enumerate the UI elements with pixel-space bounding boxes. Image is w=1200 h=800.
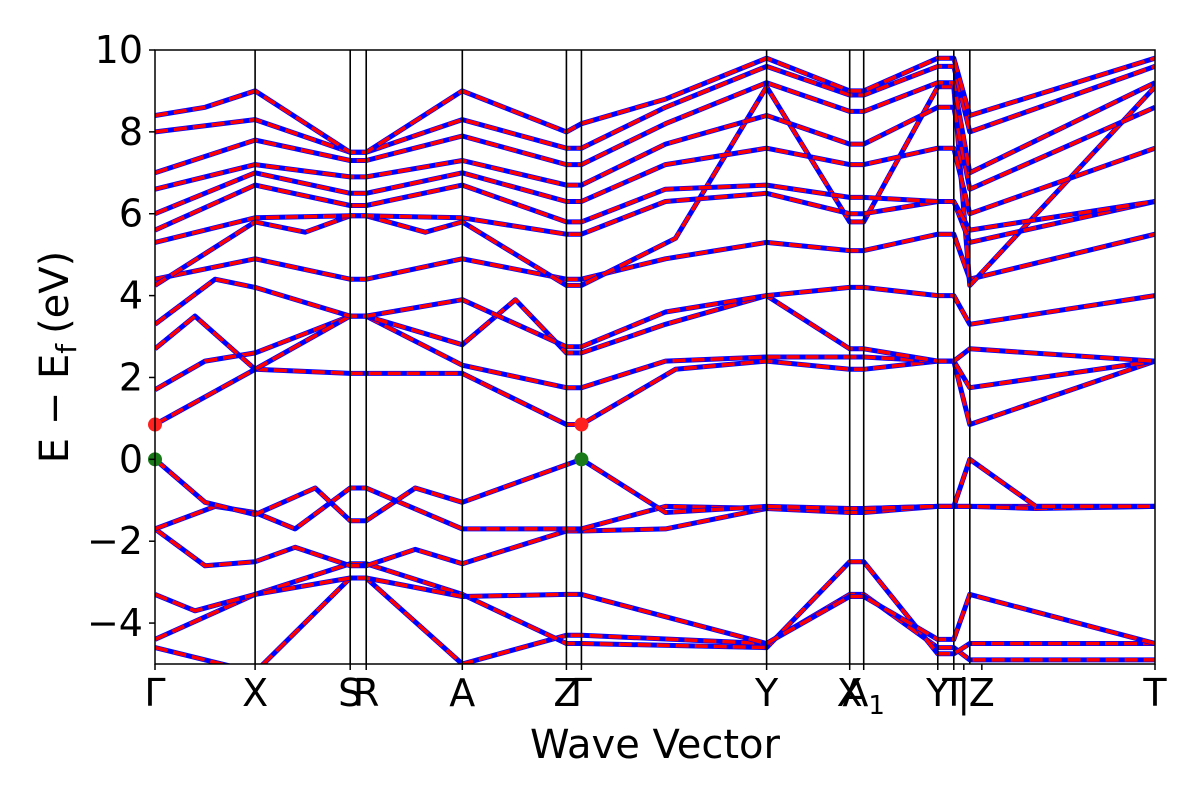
x-tick-label-4: A bbox=[449, 671, 475, 715]
band-line-dft-9 bbox=[155, 276, 1155, 350]
band-line-dft-10 bbox=[155, 231, 1155, 282]
y-tick-label-3: 4 bbox=[119, 274, 143, 318]
band-line-model-3 bbox=[155, 504, 1155, 568]
band-line-model-13 bbox=[155, 183, 1155, 232]
band-line-dft-2 bbox=[155, 575, 1155, 646]
y-tick-label-5: 0 bbox=[119, 437, 143, 481]
x-tick-label-13: Z bbox=[969, 671, 995, 715]
high-symmetry-lines bbox=[254, 50, 971, 664]
band-line-model-5 bbox=[155, 457, 1155, 523]
band-line-model-16 bbox=[155, 80, 1155, 175]
band-line-model-6 bbox=[155, 359, 1155, 427]
x-tick-label-0: Γ bbox=[144, 671, 165, 715]
x-axis-ticks: Γ X SR A ZΓ Y XA1 YT|Z T bbox=[144, 664, 1167, 721]
band-edge-marker-3 bbox=[574, 452, 589, 467]
band-line-dft-17 bbox=[155, 63, 1155, 155]
band-line-model-14 bbox=[155, 146, 1155, 216]
y-tick-label-7: −4 bbox=[87, 601, 143, 645]
x-tick-label-14: T bbox=[1142, 671, 1167, 715]
y-axis-label: E − Ef (eV) bbox=[32, 251, 83, 464]
x-tick-label-11: T bbox=[941, 671, 966, 715]
band-line-model-4 bbox=[155, 486, 1155, 531]
x-axis-label: Wave Vector bbox=[530, 722, 781, 768]
band-line-model-9 bbox=[155, 277, 1155, 349]
band-line-model-18 bbox=[155, 56, 1155, 155]
band-line-dft-3 bbox=[155, 503, 1155, 569]
band-line-model-10 bbox=[155, 232, 1155, 281]
band-line-model-15 bbox=[155, 105, 1155, 191]
x-tick-label-subscript-9: 1 bbox=[868, 691, 885, 721]
x-tick-label-8: X bbox=[837, 671, 863, 715]
x-tick-label-9: A1 bbox=[842, 671, 885, 721]
band-lines bbox=[155, 55, 1155, 664]
y-tick-label-1: 8 bbox=[119, 110, 143, 154]
y-axis-label-unit: (eV) bbox=[32, 251, 78, 334]
x-tick-label-2: S bbox=[338, 671, 362, 715]
y-axis-label-subscript: f bbox=[50, 343, 83, 354]
y-axis-label-main: E − E bbox=[32, 354, 78, 464]
plot-frame bbox=[154, 49, 1156, 665]
x-tick-label-1: X bbox=[242, 671, 268, 715]
y-tick-label-2: 6 bbox=[119, 192, 143, 236]
x-tick-label-3: R bbox=[353, 671, 379, 715]
band-edge-marker-2 bbox=[574, 417, 589, 432]
x-tick-label-12: | bbox=[957, 671, 970, 716]
y-tick-label-0: 10 bbox=[95, 28, 143, 72]
band-line-model-11 bbox=[155, 85, 1155, 288]
band-line-model-17 bbox=[155, 64, 1155, 155]
band-edge-markers bbox=[148, 417, 589, 467]
x-tick-label-5: Z bbox=[553, 671, 579, 715]
y-tick-label-6: −2 bbox=[87, 519, 143, 563]
x-tick-label-7: Y bbox=[754, 671, 779, 715]
band-line-model-2 bbox=[155, 576, 1155, 646]
x-tick-label-6: Γ bbox=[571, 671, 592, 715]
y-tick-label-4: 2 bbox=[119, 355, 143, 399]
x-tick-label-10: Y bbox=[925, 671, 950, 715]
y-axis-ticks: 10 8 6 4 2 0 −2 −4 bbox=[87, 28, 155, 645]
